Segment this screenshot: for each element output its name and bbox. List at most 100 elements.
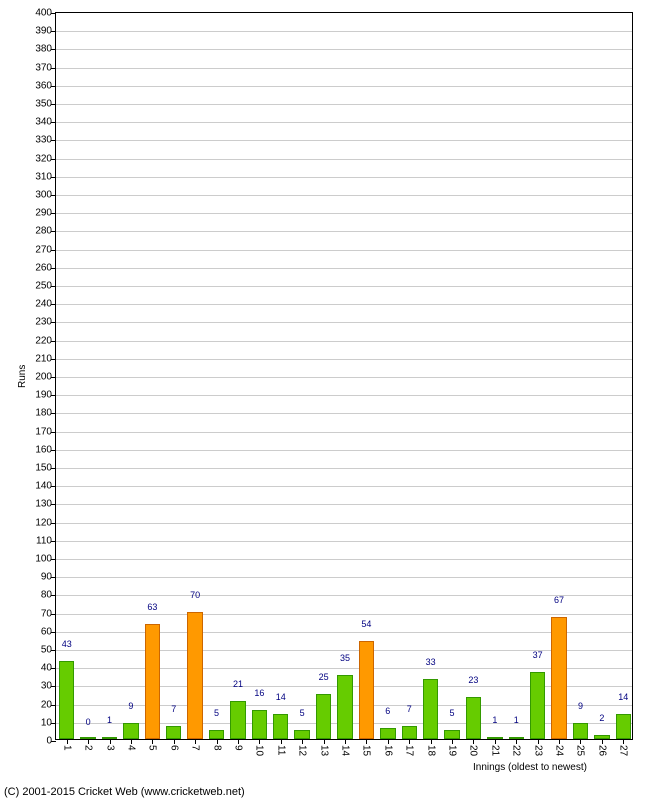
gridline (56, 68, 632, 69)
gridline (56, 104, 632, 105)
x-axis-label: Innings (oldest to newest) (473, 762, 587, 773)
y-tick-label: 40 (41, 663, 52, 674)
gridline (56, 268, 632, 269)
gridline (56, 231, 632, 232)
x-tick (152, 739, 153, 744)
bar-value-label: 21 (233, 679, 243, 689)
bar-value-label: 14 (276, 692, 286, 702)
x-tick (431, 739, 432, 744)
x-tick-label: 19 (447, 745, 458, 756)
y-tick-label: 140 (35, 481, 52, 492)
bar (209, 730, 224, 739)
bar-value-label: 35 (340, 653, 350, 663)
y-tick-label: 210 (35, 353, 52, 364)
x-tick (281, 739, 282, 744)
gridline (56, 504, 632, 505)
x-tick-label: 5 (147, 745, 158, 751)
y-tick-label: 80 (41, 590, 52, 601)
bar (380, 728, 395, 739)
gridline (56, 49, 632, 50)
x-tick-label: 17 (404, 745, 415, 756)
gridline (56, 377, 632, 378)
bar (187, 612, 202, 739)
x-tick (302, 739, 303, 744)
gridline (56, 341, 632, 342)
x-tick-label: 4 (125, 745, 136, 751)
y-tick-label: 390 (35, 26, 52, 37)
bar-value-label: 67 (554, 595, 564, 605)
y-tick-label: 280 (35, 226, 52, 237)
y-tick-label: 400 (35, 8, 52, 19)
gridline (56, 195, 632, 196)
bar (444, 730, 459, 739)
gridline (56, 31, 632, 32)
y-tick-label: 300 (35, 190, 52, 201)
gridline (56, 468, 632, 469)
y-tick-label: 380 (35, 44, 52, 55)
bar (230, 701, 245, 739)
gridline (56, 450, 632, 451)
bar (573, 723, 588, 739)
y-tick-label: 190 (35, 390, 52, 401)
bar-value-label: 43 (62, 639, 72, 649)
x-tick (580, 739, 581, 744)
bar-value-label: 9 (578, 701, 583, 711)
x-tick-label: 21 (489, 745, 500, 756)
bar (273, 714, 288, 739)
bar (59, 661, 74, 739)
x-tick-label: 11 (275, 745, 286, 755)
gridline (56, 159, 632, 160)
y-tick-label: 350 (35, 99, 52, 110)
x-tick-label: 22 (511, 745, 522, 756)
y-tick-label: 330 (35, 135, 52, 146)
bar-value-label: 5 (300, 708, 305, 718)
x-tick (67, 739, 68, 744)
x-tick-label: 7 (190, 745, 201, 751)
bar-value-label: 5 (450, 708, 455, 718)
bar-value-label: 0 (86, 717, 91, 727)
y-tick-label: 70 (41, 608, 52, 619)
x-tick-label: 1 (61, 745, 72, 751)
bar (402, 726, 417, 739)
bar (252, 710, 267, 739)
gridline (56, 432, 632, 433)
gridline (56, 650, 632, 651)
bar (166, 726, 181, 739)
x-tick (217, 739, 218, 744)
gridline (56, 577, 632, 578)
x-tick (174, 739, 175, 744)
x-tick (538, 739, 539, 744)
bar (466, 697, 481, 739)
y-tick-label: 180 (35, 408, 52, 419)
x-tick-label: 20 (468, 745, 479, 756)
y-tick-label: 170 (35, 426, 52, 437)
gridline (56, 177, 632, 178)
x-tick (259, 739, 260, 744)
y-tick-label: 230 (35, 317, 52, 328)
x-tick-label: 3 (104, 745, 115, 751)
gridline (56, 213, 632, 214)
y-tick-label: 150 (35, 463, 52, 474)
bar (551, 617, 566, 739)
y-tick-label: 50 (41, 645, 52, 656)
x-tick-label: 12 (297, 745, 308, 756)
x-tick (238, 739, 239, 744)
x-tick (495, 739, 496, 744)
y-tick-label: 240 (35, 299, 52, 310)
gridline (56, 523, 632, 524)
bar (337, 675, 352, 739)
gridline (56, 250, 632, 251)
bar-value-label: 14 (618, 692, 628, 702)
gridline (56, 395, 632, 396)
x-tick (559, 739, 560, 744)
x-tick-label: 2 (83, 745, 94, 751)
x-tick-label: 26 (596, 745, 607, 756)
bar-value-label: 1 (514, 715, 519, 725)
bar-value-label: 70 (190, 590, 200, 600)
bar (423, 679, 438, 739)
chart-canvas: 0102030405060708090100110120130140150160… (0, 0, 650, 800)
bar (123, 723, 138, 739)
bar (530, 672, 545, 739)
y-tick-label: 360 (35, 80, 52, 91)
bar (616, 714, 631, 739)
